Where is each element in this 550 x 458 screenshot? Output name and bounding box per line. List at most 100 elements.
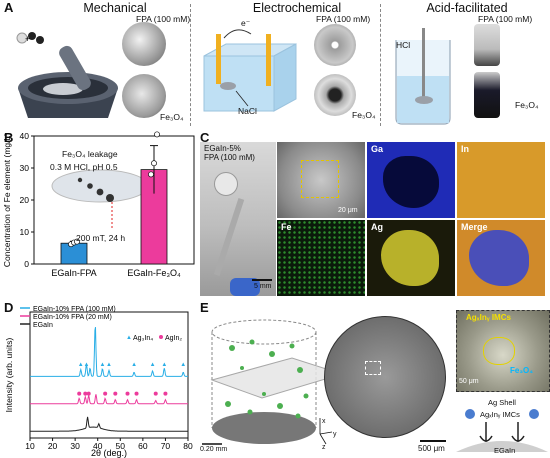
mechanical-fpa-photo [122,22,166,66]
hcl-label: HCl [396,40,411,50]
electrochemical-fe3o4-label: Fe₃O₄ [352,110,376,120]
photo-scale-bar [252,279,272,281]
scale-left-label: 0.20 mm [200,446,228,453]
agin2-marker [86,391,91,396]
data-point [151,160,157,167]
agin2-marker [113,391,118,396]
acid-beaker-illustration [395,28,451,125]
y-axis-label: Intensity (arb. units) [4,338,14,413]
acid-facilitated-title: Acid-facilitated [426,1,508,15]
ag3in4-marker: ▲ [150,362,156,368]
legend-agin2-symbol [159,335,163,339]
agin2-marker [134,391,139,396]
panel-d-label: D [4,300,14,315]
y-tick-label: 0 [24,259,29,269]
egain-base-label: EGaIn [494,446,516,455]
axis-z-label: z [322,444,326,451]
mechanical-fe3o4-label: Fe₃O₄ [160,112,184,122]
ag3in4-marker: ▲ [106,362,112,368]
data-point [148,171,154,178]
inset-imc-label: AgₓInᵧ IMCs [466,313,511,322]
agin2-marker [83,391,88,396]
series-line [30,416,188,432]
ag3in4-marker: ▲ [78,362,84,368]
axis-x-label: x [322,418,326,425]
x-tick-label: 70 [161,441,171,451]
x-axis-label: 2θ (deg.) [91,448,127,458]
acid-fe3o4-label: Fe₃O₄ [515,100,539,110]
photo-caption-line1: EGaIn-5% [204,144,241,153]
category-label: EGaIn-FPA [51,268,96,278]
ct-3d-render [202,319,342,445]
acid-fpa-vial-photo [474,24,500,66]
y-axis-label: Concentration of Fe element (mg/L) [2,133,12,267]
ag3in4-marker: ▲ [83,362,89,368]
ag-shell-label: Ag Shell [488,398,516,407]
y-tick-label: 10 [20,227,30,237]
panel-e-label: E [200,300,209,315]
inset-title: Fe₃O₄ leakage [62,149,118,159]
ag-map [367,220,455,296]
data-point [154,131,160,138]
mechanical-fpa-label: FPA (100 mM) [136,14,191,24]
in-map [457,142,545,218]
inset-scale-label: 50 μm [459,378,479,385]
panel-c-label: C [200,130,210,145]
axis-y-label: y [333,431,337,438]
agin2-marker [163,391,168,396]
photo-caption-line2: FPA (100 mM) [204,153,255,162]
y-tick-label: 30 [20,163,30,173]
agin2-marker [103,391,108,396]
electron-label: e⁻ [241,18,251,28]
legend-entry: EGaIn-10% FPA (100 mM) [33,306,116,313]
ag-map-label: Ag [371,222,383,232]
mechanical-fe3o4-photo [122,74,166,118]
legend-ag3in4-symbol: ▲ [126,335,132,341]
inset-field: 200 mT, 24 h [76,233,126,243]
legend-entry: EGaIn-10% FPA (20 mM) [33,314,112,321]
series-line [30,394,188,405]
inset-particle [87,183,93,189]
electrochemical-fe3o4-photo [314,74,356,116]
inset-fe3o4-label: Fe₃O₄ [510,366,534,375]
tweezer-photo [200,142,276,296]
svg-text:+: + [25,34,30,44]
panel-a-label: A [4,0,14,15]
mortar-illustration: + [16,32,118,118]
photo-scale-label: 5 mm [254,283,272,290]
in-map-label: In [461,144,469,154]
scale-bottom-label: 500 μm [418,444,445,453]
divider-a1 [190,4,191,126]
sem-scale-label: 20 μm [338,207,358,214]
series-line [30,327,188,377]
legend-ag3in4-label: Ag₃In₄ [133,335,153,342]
imc-inset-image [456,310,550,392]
x-tick-label: 50 [116,441,126,451]
electrochemical-fpa-photo [314,24,356,66]
ag3in4-marker: ▲ [99,362,105,368]
x-tick-label: 40 [93,441,103,451]
anchor-schematic [456,409,548,452]
agin2-marker [125,391,130,396]
acid-fpa-label: FPA (100 mM) [478,14,533,24]
x-tick-label: 30 [70,441,80,451]
fe-leakage-bar-chart: 0 10 20 30 40 Concentration of Fe element (mg… [2,131,195,278]
acid-fe3o4-vial-photo [474,72,500,118]
xrd-line-chart: 10 20 30 40 50 60 70 80 2θ (deg.) Intensity (arb.… [4,306,193,458]
electrochemical-title: Electrochemical [252,1,342,15]
y-tick-label: 40 [20,131,30,141]
mechanical-title: Mechanical [83,1,147,15]
fe-map [277,220,365,296]
agin2-marker [153,391,158,396]
bar [60,242,88,265]
x-tick-label: 60 [138,441,148,451]
agin2-marker [77,391,82,396]
inset-condition: 0.3 M HCl, pH 0.5 [50,162,118,172]
ag3in4-marker: ▲ [161,362,167,368]
plot-frame [29,311,189,439]
inset-particle [106,194,114,202]
merge-map-label: Merge [461,222,488,232]
electrochemical-fpa-label: FPA (100 mM) [316,14,371,24]
data-point [74,238,80,245]
y-tick-label: 20 [20,195,30,205]
